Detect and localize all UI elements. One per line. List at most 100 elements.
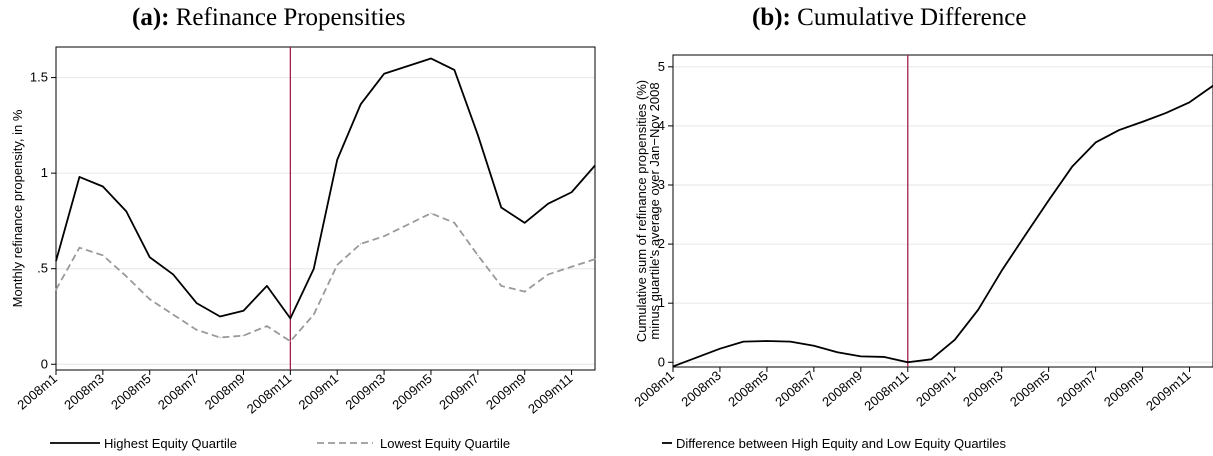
panel-b-data-point bbox=[930, 358, 932, 360]
panel-a-x-tick-label: 2008m11 bbox=[244, 371, 294, 417]
panel-b-x-tick-label: 2009m11 bbox=[1143, 368, 1193, 414]
panel-b-x-tick-label: 2009m5 bbox=[1007, 368, 1053, 410]
panel-a-data-point bbox=[172, 273, 174, 276]
panel-b-x-tick-label: 2009m7 bbox=[1054, 368, 1100, 410]
panel-a-data-point bbox=[360, 103, 362, 105]
panel-a-data-point bbox=[102, 254, 104, 256]
panel-a-data-point bbox=[55, 289, 57, 291]
panel-b-data-point bbox=[1024, 234, 1026, 236]
panel-b-data-point bbox=[977, 309, 979, 311]
panel-a-data-point bbox=[125, 275, 127, 277]
panel-a-x-tick-label: 2009m3 bbox=[342, 371, 388, 413]
panel-b-chart: 0 1 2 3 4 5 2008m1 2008m3 2008m5 2008m7 2008m92008… bbox=[631, 54, 1213, 451]
panel-b-data-point bbox=[766, 340, 768, 342]
panel-a-y-axis-title: Monthly refinance propensity, in % bbox=[10, 109, 25, 307]
panel-a-data-point bbox=[570, 266, 573, 268]
panel-b-x-tick-label: 2009m3 bbox=[960, 368, 1006, 410]
panel-a-data-point bbox=[524, 222, 526, 224]
panel-a-data-point bbox=[289, 317, 291, 319]
panel-b-data-point bbox=[1095, 141, 1097, 144]
panel-a-x-tick-label: 2008m9 bbox=[202, 371, 248, 413]
panel-b-x-tick-label: 2008m7 bbox=[772, 368, 818, 410]
panel-a-data-point bbox=[547, 273, 549, 276]
panel-a-y-tick-label: 1 bbox=[41, 165, 48, 180]
panel-b-data-point bbox=[860, 355, 862, 357]
panel-a-x-tick-label: 2009m5 bbox=[389, 371, 435, 413]
panel-b-legend-label: Difference between High Equity and Low E… bbox=[676, 436, 1007, 451]
panel-b-data-point bbox=[695, 356, 698, 359]
panel-b-title: (b): Cumulative Difference bbox=[752, 4, 1026, 32]
panel-a-data-point bbox=[149, 256, 151, 258]
panel-a-data-point bbox=[196, 302, 198, 304]
panel-a-series-line bbox=[55, 57, 596, 320]
panel-a-data-point bbox=[500, 206, 502, 209]
panel-a-data-point bbox=[594, 164, 596, 167]
panel-a-data-point bbox=[266, 325, 268, 327]
panel-a-data-point bbox=[430, 212, 432, 214]
panel-a-data-point bbox=[219, 315, 221, 318]
panel-b-data-point bbox=[1071, 166, 1073, 168]
panel-b-y-tick-label: 1 bbox=[658, 295, 665, 310]
panel-b-x-tick-label: 2008m1 bbox=[631, 368, 677, 410]
panel-b-data-point bbox=[1118, 129, 1120, 131]
panel-a-data-point bbox=[453, 222, 455, 224]
panel-a-title-text: Refinance Propensities bbox=[175, 4, 406, 31]
panel-a-x-tick-label: 2009m7 bbox=[436, 371, 482, 413]
panel-a-data-point bbox=[242, 310, 245, 312]
panel-a-data-point bbox=[242, 334, 245, 337]
panel-a-data-point bbox=[477, 134, 479, 136]
panel-a-data-point bbox=[406, 65, 409, 67]
panel-a-title: (a): Refinance Propensities bbox=[132, 4, 406, 32]
panel-b-x-tick-label: 2008m5 bbox=[725, 368, 771, 410]
panel-a-data-point bbox=[336, 159, 338, 161]
panel-b-prefix: (b): bbox=[752, 4, 791, 31]
panel-b-title-text: Cumulative Difference bbox=[797, 4, 1027, 31]
panel-a-x-tick-label: 2009m11 bbox=[525, 371, 575, 417]
panel-a-plot-frame bbox=[55, 46, 596, 371]
panel-b-data-point bbox=[719, 348, 721, 350]
panel-b-y-tick-label: 2 bbox=[658, 236, 665, 251]
panel-a-data-point bbox=[594, 258, 596, 260]
panel-b-data-point bbox=[954, 339, 956, 341]
panel-b-data-point bbox=[742, 340, 745, 343]
panel-a-data-point bbox=[172, 313, 174, 316]
panel-b-data-point bbox=[1141, 121, 1144, 123]
panel-a-data-point bbox=[125, 210, 127, 212]
panel-a-data-point bbox=[406, 224, 409, 226]
panel-b-data-point bbox=[1165, 112, 1167, 114]
panel-a-data-point bbox=[313, 313, 315, 316]
panel-a-data-point bbox=[102, 185, 104, 188]
panel-a-data-point bbox=[430, 57, 432, 60]
panel-a-x-tick-label: 2008m7 bbox=[155, 371, 201, 413]
panel-a-data-point bbox=[336, 264, 338, 266]
panel-a-data-point bbox=[383, 73, 385, 75]
panel-a-series-line bbox=[55, 212, 596, 343]
panel-a-x-tick-label: 2008m3 bbox=[61, 371, 107, 413]
panel-b-y-tick-label: 4 bbox=[658, 118, 665, 133]
panel-b-x-tick-label: 2008m11 bbox=[861, 368, 911, 414]
panel-b-x-tick-label: 2008m9 bbox=[819, 368, 865, 410]
panel-b-data-point bbox=[1001, 270, 1003, 272]
panel-a-data-point bbox=[313, 268, 315, 270]
panel-b-data-point bbox=[789, 340, 791, 343]
panel-b-y-tick-label: 5 bbox=[658, 59, 665, 74]
panel-a-data-point bbox=[500, 285, 502, 287]
panel-b-data-point bbox=[907, 361, 909, 363]
panel-a-x-tick-label: 2008m1 bbox=[14, 371, 60, 413]
panel-a-data-point bbox=[383, 235, 385, 237]
panel-a-x-tick-label: 2009m1 bbox=[296, 371, 342, 413]
panel-b-x-tick-label: 2009m1 bbox=[913, 368, 959, 410]
panel-a-data-point bbox=[570, 191, 573, 193]
panel-a-x-tick-label: 2008m5 bbox=[108, 371, 154, 413]
panel-a-prefix: (a): bbox=[132, 4, 170, 31]
panel-b-y-tick-label: 0 bbox=[658, 354, 665, 369]
panel-b-data-point bbox=[672, 365, 674, 368]
panel-a-data-point bbox=[477, 254, 479, 256]
panel-a-legend-label: Highest Equity Quartile bbox=[104, 436, 237, 451]
panel-a-data-point bbox=[360, 243, 362, 245]
panel-a-y-tick-label: .5 bbox=[37, 261, 48, 276]
panel-b-series-line bbox=[672, 84, 1213, 368]
panel-a-data-point bbox=[547, 203, 549, 205]
